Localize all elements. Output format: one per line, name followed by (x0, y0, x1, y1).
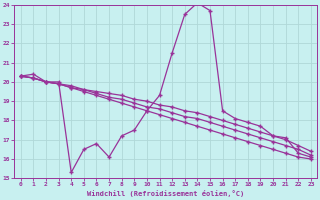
X-axis label: Windchill (Refroidissement éolien,°C): Windchill (Refroidissement éolien,°C) (87, 190, 244, 197)
